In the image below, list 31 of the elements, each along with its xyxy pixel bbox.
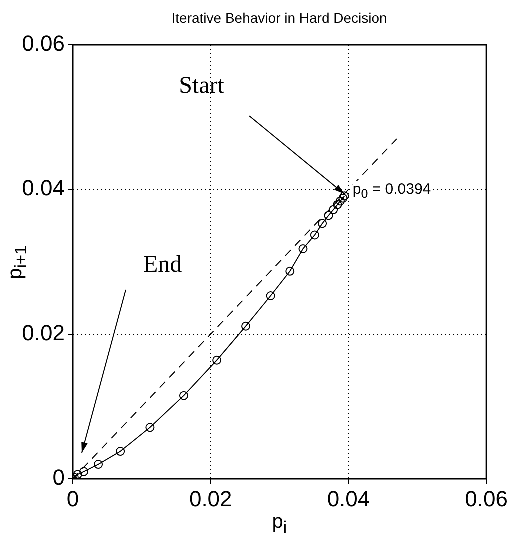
point [73,470,82,479]
annotation: End [144,252,182,278]
point [324,211,334,220]
y-tick-label: 0.06 [22,31,65,56]
point [310,230,320,240]
annotation: Start [179,72,224,100]
x-tick-label: 0.02 [189,486,232,512]
x-tick-label: 0.04 [327,486,370,512]
x-axis-title: p$_{i}$ [272,511,288,538]
point [340,192,350,201]
x-tick-label: 0.06 [465,486,508,512]
annotation: p$_{0}$ = 0.0394 [352,181,432,202]
point [266,291,276,300]
point [286,266,295,276]
y-tick-label: 0.04 [22,176,65,201]
point [329,205,338,214]
point [242,322,251,331]
point [298,244,308,254]
point [146,423,155,432]
point [80,467,89,476]
point [212,356,222,365]
point [338,194,348,203]
point [116,447,126,456]
point [333,200,342,210]
point [318,219,328,228]
point [336,196,345,206]
point [94,460,104,470]
y-tick-label: 0 [52,465,65,490]
y-tick-label: 0.02 [22,320,65,346]
point [179,391,188,400]
chart-title: Iterative Behavior in Hard Decision [172,10,388,26]
